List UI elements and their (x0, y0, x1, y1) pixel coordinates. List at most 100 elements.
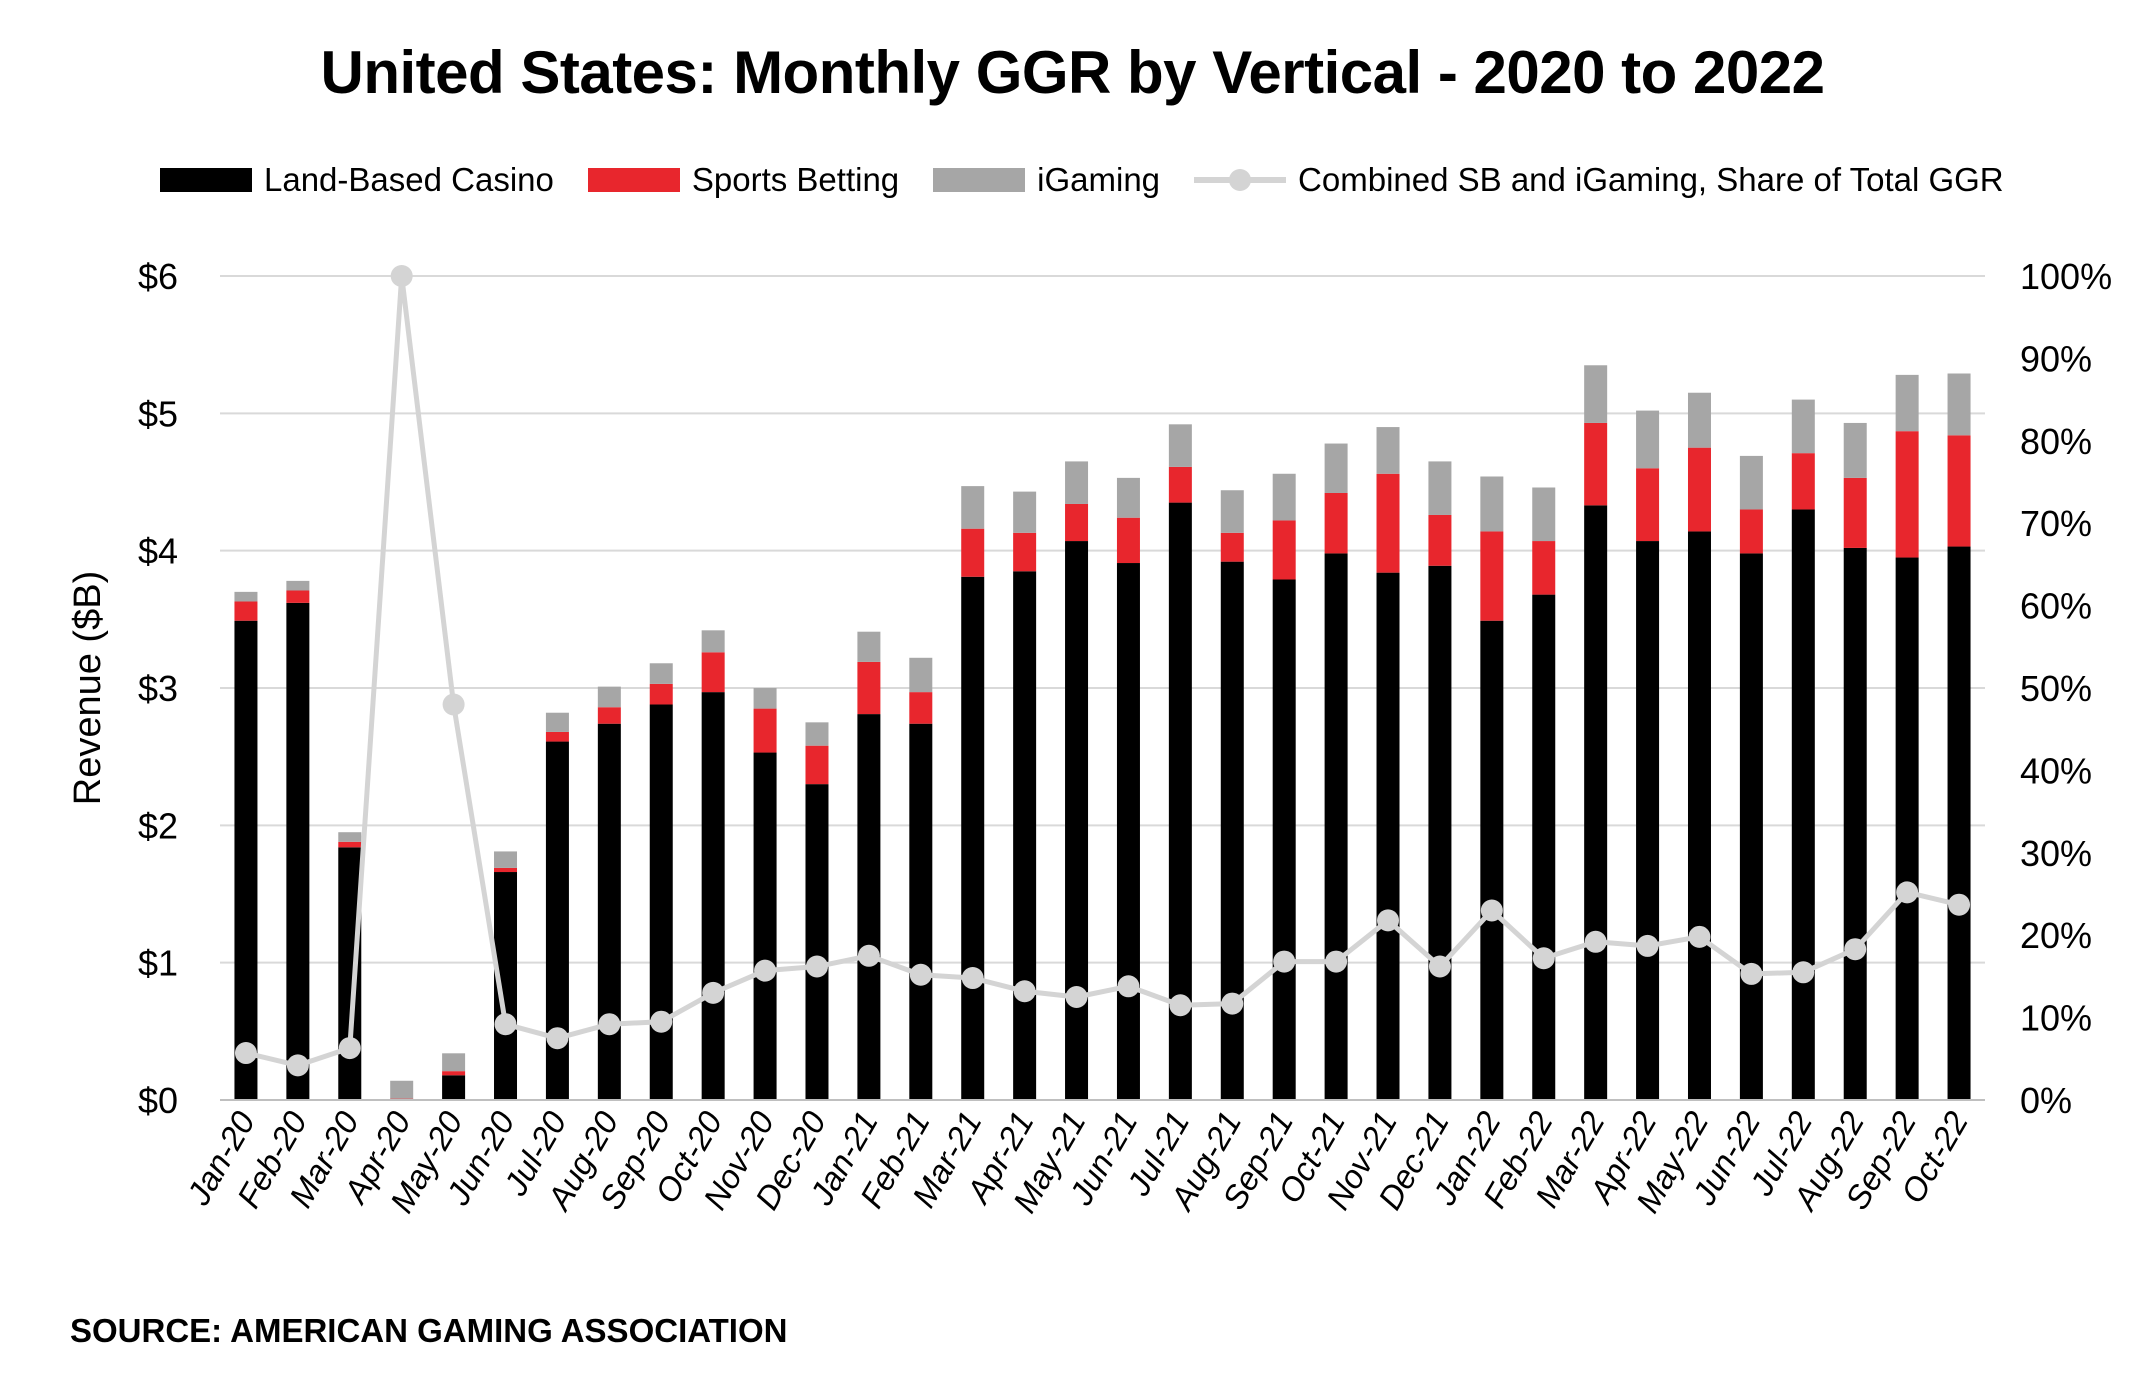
bar-land-based (909, 723, 933, 1100)
bar-land-based (961, 576, 985, 1100)
bar-igaming (1584, 365, 1608, 423)
bar-land-based (1843, 547, 1867, 1100)
legend-label-sports-betting: Sports Betting (691, 161, 900, 198)
y2-tick-label: 100% (2020, 256, 2112, 297)
bar-land-based (1687, 531, 1711, 1100)
y2-tick-label: 10% (2020, 998, 2092, 1039)
bar-land-based (649, 704, 673, 1100)
bar-igaming (961, 486, 985, 529)
bar-sports-betting (909, 692, 933, 724)
bar-land-based (857, 714, 881, 1100)
bar-igaming (338, 832, 362, 842)
share-point (1792, 961, 1815, 984)
bar-igaming (857, 631, 881, 662)
share-point (1584, 930, 1607, 953)
bar-land-based (1220, 561, 1244, 1100)
bar-sports-betting (234, 601, 258, 621)
legend-item-land-based: Land-Based Casino (160, 161, 554, 199)
share-point (1169, 994, 1192, 1017)
y2-tick-label: 90% (2020, 338, 2092, 379)
legend-swatch-igaming (933, 168, 1026, 192)
share-point (1636, 934, 1659, 957)
bar-land-based (1584, 505, 1608, 1100)
y-tick-label: $2 (138, 805, 178, 846)
bar-igaming (1013, 491, 1037, 533)
bar-land-based (753, 752, 777, 1100)
bar-land-based (338, 847, 362, 1100)
legend-swatch-sports-betting (587, 168, 680, 192)
share-point (1273, 950, 1296, 973)
bar-land-based (597, 723, 621, 1100)
ggr-chart: $0 $1 $2 $3 $4 $5 $6 0% 10% 20% 30% 40% 50% 60% 70% 80%… (67, 256, 2112, 1219)
share-point (961, 967, 984, 990)
bar-sports-betting (1636, 468, 1660, 542)
bar-land-based (286, 602, 310, 1100)
share-line (234, 265, 1971, 1077)
bar-land-based (1428, 565, 1452, 1100)
bar-igaming (1636, 410, 1660, 469)
bar-land-based (701, 692, 725, 1100)
legend-label-land-based: Land-Based Casino (264, 161, 554, 198)
bar-igaming (909, 657, 933, 693)
y2-tick-label: 70% (2020, 503, 2092, 544)
share-point (857, 944, 880, 967)
bar-igaming (234, 591, 258, 602)
y-tick-label: $6 (138, 256, 178, 297)
bar-igaming (1428, 461, 1452, 515)
y-tick-label: $5 (138, 393, 178, 434)
share-point (1117, 975, 1140, 998)
legend-item-sports-betting: Sports Betting (587, 161, 900, 199)
y-tick-label: $0 (138, 1080, 178, 1121)
bar-land-based (1116, 563, 1140, 1100)
bar-sports-betting (494, 867, 518, 873)
bar-igaming (1480, 476, 1504, 532)
y2-tick-label: 80% (2020, 421, 2092, 462)
share-point (1896, 881, 1919, 904)
bar-sports-betting (701, 652, 725, 693)
bar-igaming (1376, 427, 1400, 474)
bar-igaming (1532, 487, 1556, 542)
bar-land-based (1376, 572, 1400, 1100)
bar-igaming (286, 580, 310, 591)
bar-igaming (1947, 373, 1971, 436)
share-point (1688, 925, 1711, 948)
bar-land-based (1324, 553, 1348, 1100)
y-tick-label: $3 (138, 668, 178, 709)
bar-igaming (1687, 392, 1711, 448)
share-point (494, 1013, 517, 1036)
bar-land-based (234, 620, 258, 1100)
bars (234, 365, 1971, 1101)
bar-sports-betting (753, 708, 777, 753)
bar-land-based (1168, 502, 1192, 1101)
share-point (1948, 893, 1971, 916)
bar-sports-betting (1843, 477, 1867, 548)
bar-igaming (1065, 461, 1089, 504)
y2-tick-label: 40% (2020, 750, 2092, 791)
share-point (1325, 950, 1348, 973)
bar-igaming (597, 686, 621, 708)
bar-sports-betting (649, 683, 673, 705)
share-point (1221, 992, 1244, 1015)
bar-sports-betting (338, 841, 362, 848)
share-point (390, 265, 413, 287)
bar-sports-betting (1376, 473, 1400, 573)
bar-sports-betting (1532, 541, 1556, 595)
bar-igaming (701, 630, 725, 653)
share-point (338, 1037, 361, 1060)
share-point (1844, 938, 1867, 961)
share-point (1065, 986, 1088, 1008)
bar-sports-betting (1584, 422, 1608, 506)
y2-tick-label: 30% (2020, 833, 2092, 874)
share-point (805, 955, 828, 978)
share-point (1013, 980, 1036, 1003)
share-point (1740, 962, 1763, 985)
bar-igaming (1739, 455, 1763, 510)
y-tick-label: $1 (138, 943, 178, 984)
legend-label-share: Combined SB and iGaming, Share of Total … (1298, 161, 2004, 198)
share-point (650, 1010, 673, 1033)
share-point (1480, 899, 1503, 922)
bar-igaming (1791, 399, 1815, 454)
bar-igaming (1324, 443, 1348, 493)
bar-land-based (1532, 594, 1556, 1100)
legend-item-igaming: iGaming (933, 161, 1160, 199)
